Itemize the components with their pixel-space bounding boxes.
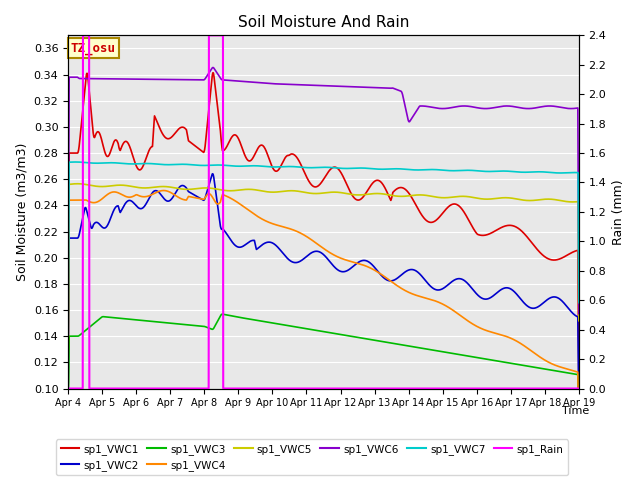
Legend: sp1_VWC1, sp1_VWC2, sp1_VWC3, sp1_VWC4, sp1_VWC5, sp1_VWC6, sp1_VWC7, sp1_Rain: sp1_VWC1, sp1_VWC2, sp1_VWC3, sp1_VWC4, … — [56, 439, 568, 475]
Y-axis label: Rain (mm): Rain (mm) — [612, 179, 625, 245]
Title: Soil Moisture And Rain: Soil Moisture And Rain — [238, 15, 409, 30]
X-axis label: Time: Time — [562, 406, 589, 416]
Y-axis label: Soil Moisture (m3/m3): Soil Moisture (m3/m3) — [15, 143, 28, 281]
Text: TZ_osu: TZ_osu — [70, 42, 116, 55]
